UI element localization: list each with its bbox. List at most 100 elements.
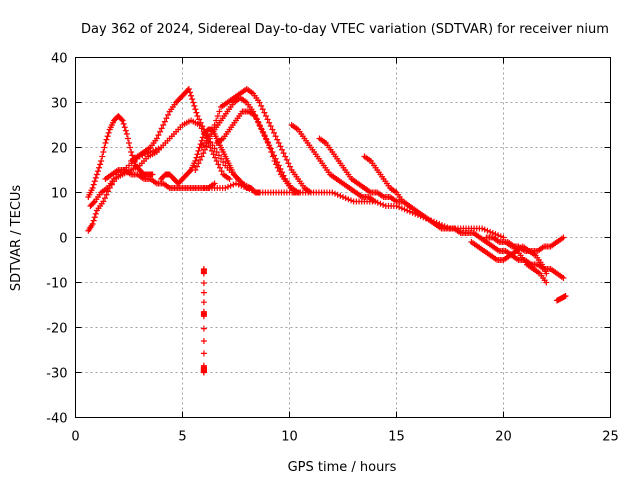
data-point (498, 257, 505, 263)
y-tick-label: -40 (46, 412, 67, 427)
data-point (163, 115, 170, 122)
data-point (96, 164, 103, 171)
series-outliers (200, 266, 207, 376)
data-point (199, 123, 206, 130)
data-point (261, 109, 268, 116)
data-point (128, 149, 135, 155)
data-point (436, 224, 443, 231)
x-tick-label: 10 (281, 430, 298, 445)
data-point (91, 214, 98, 221)
data-point (379, 192, 386, 199)
data-point (246, 186, 253, 193)
data-point (479, 246, 486, 253)
data-point (145, 145, 152, 152)
data-point (338, 179, 345, 186)
data-point (134, 163, 141, 170)
data-point (340, 164, 347, 171)
data-point (430, 219, 437, 226)
data-point (237, 110, 244, 117)
data-point (488, 234, 495, 241)
data-point (168, 133, 175, 140)
x-tick-label: 0 (71, 430, 79, 445)
data-point (93, 171, 100, 178)
data-point (253, 116, 260, 123)
chart-title: Day 362 of 2024, Sidereal Day-to-day VTE… (81, 22, 609, 37)
data-point (411, 206, 418, 213)
data-point (195, 160, 202, 167)
series-arc-p (504, 239, 550, 286)
data-point (98, 158, 105, 164)
data-point (145, 176, 152, 182)
data-point (261, 133, 268, 140)
data-point (520, 246, 527, 253)
data-point (230, 181, 237, 188)
data-point (197, 119, 204, 126)
data-point (398, 196, 405, 203)
data-point (273, 161, 280, 168)
data-point (494, 246, 501, 253)
data-point (315, 189, 322, 196)
data-point (271, 158, 278, 164)
data-point (533, 248, 540, 254)
x-tick-label: 20 (495, 430, 512, 445)
data-point (194, 151, 201, 158)
data-point (495, 232, 502, 239)
data-point (229, 169, 236, 176)
data-point (346, 173, 353, 180)
data-point (249, 187, 256, 194)
data-point (366, 188, 373, 195)
data-point (88, 222, 95, 229)
data-point (486, 251, 493, 258)
data-point (244, 108, 251, 115)
data-point (243, 185, 250, 191)
data-point (265, 140, 272, 146)
data-point (117, 115, 124, 122)
data-point (168, 173, 175, 180)
data-point (481, 226, 488, 233)
data-point (143, 155, 150, 162)
data-point (89, 200, 96, 207)
data-point (218, 136, 225, 143)
data-point (210, 151, 217, 158)
data-point (391, 197, 398, 204)
data-point (200, 299, 207, 306)
data-point (404, 207, 411, 214)
data-point (468, 230, 475, 236)
data-point (197, 156, 204, 163)
series-arc-g (192, 86, 314, 196)
data-point (237, 178, 244, 185)
series-arc-k (288, 122, 379, 205)
data-point (262, 113, 269, 119)
data-point (537, 259, 544, 266)
y-tick-label: 0 (59, 232, 67, 247)
data-point (92, 210, 99, 217)
data-point (208, 147, 215, 154)
data-point (385, 182, 392, 189)
data-point (165, 183, 172, 190)
data-point (266, 119, 273, 126)
data-point (216, 119, 223, 126)
data-point (90, 199, 97, 206)
data-point (283, 156, 290, 163)
data-point (539, 244, 546, 251)
data-point (258, 102, 265, 109)
data-point (248, 89, 255, 96)
data-point (305, 189, 312, 196)
series-arc-c (85, 144, 165, 234)
data-point (283, 189, 290, 196)
data-point (200, 325, 207, 332)
data-point (215, 161, 222, 168)
data-point (264, 116, 271, 123)
series-arc-i (213, 108, 304, 196)
data-point (195, 147, 202, 154)
plot-frame (75, 57, 611, 418)
data-point (282, 178, 289, 185)
data-point (191, 102, 198, 109)
data-point (417, 210, 424, 217)
data-point (179, 92, 186, 99)
data-point (396, 204, 403, 211)
data-point (257, 123, 264, 130)
data-point (121, 124, 128, 131)
data-point (269, 126, 276, 133)
data-point (233, 173, 239, 180)
